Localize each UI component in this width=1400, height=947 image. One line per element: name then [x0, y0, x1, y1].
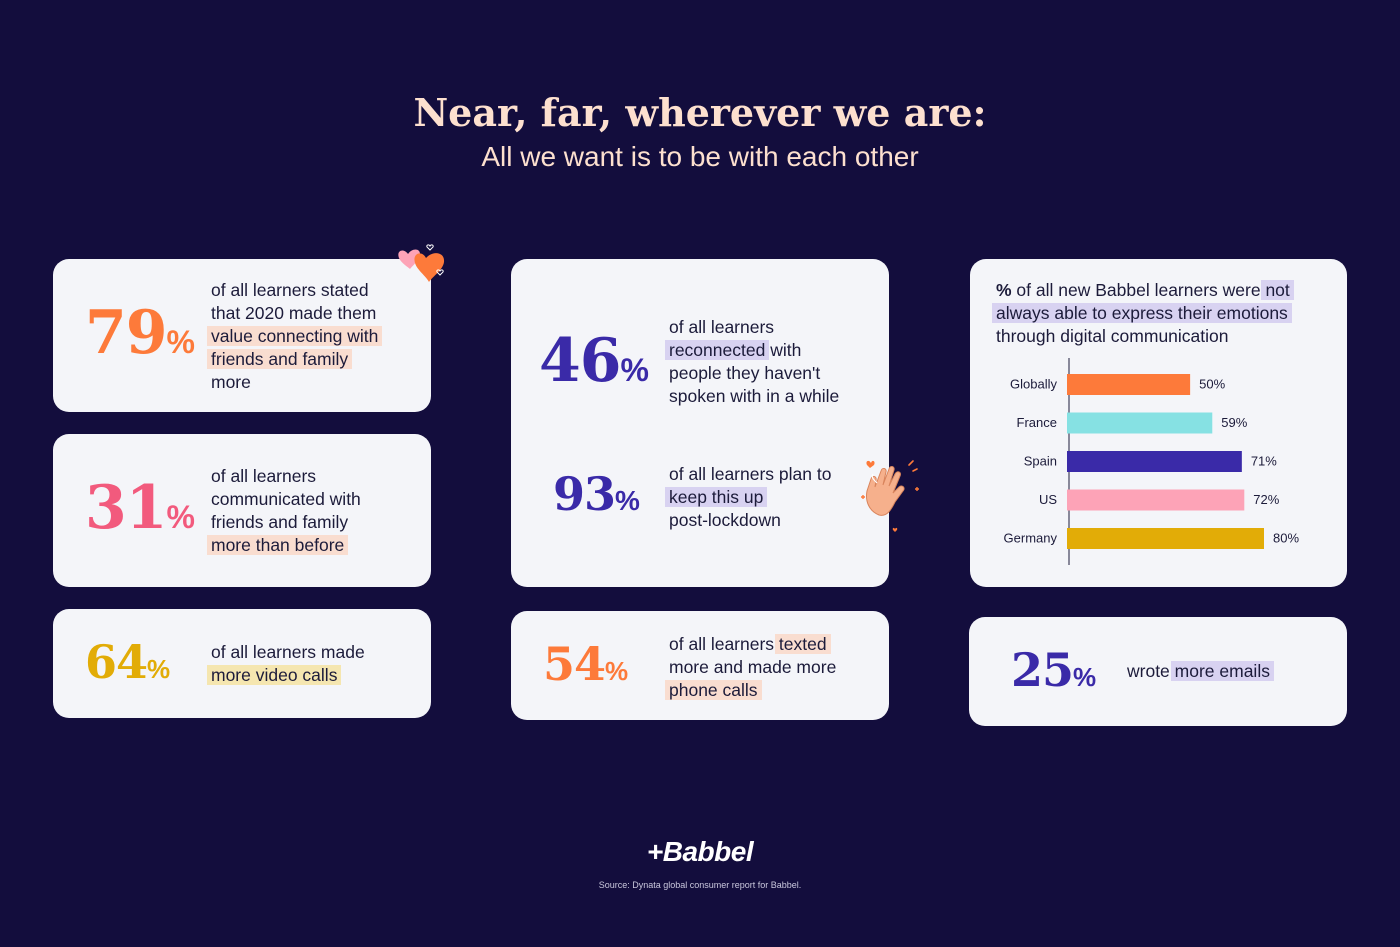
stat-number: 93 [553, 467, 616, 521]
stat-card-54: 54% of all learners texted more and made… [511, 611, 889, 720]
stat-number: 46 [539, 326, 621, 396]
chart-title-highlight: always able to express their emotions [992, 303, 1292, 323]
desc-text: of all learners [669, 634, 779, 654]
desc-highlight: more video calls [207, 665, 342, 685]
babbel-logo: +Babbel [646, 836, 754, 867]
value-label: 80% [1273, 531, 1299, 546]
page-title: Near, far, wherever we are: [413, 90, 987, 135]
desc-line: more [211, 372, 251, 392]
stat-number: 54 [543, 637, 606, 691]
value-label: 59% [1221, 415, 1247, 430]
category-label: Germany [1004, 531, 1058, 546]
desc-line: more and made more [669, 657, 837, 677]
bar-germany [1067, 528, 1264, 549]
stat-value: 31% [85, 478, 195, 538]
stat-card-25: 25% wrote more emails [969, 617, 1347, 726]
chart-card: % of all new Babbel learners were not al… [970, 259, 1347, 587]
hearts-icon [398, 244, 445, 282]
stat-percent: % [166, 499, 195, 535]
desc-highlight: more emails [1170, 661, 1274, 681]
value-label: 71% [1251, 454, 1277, 469]
value-label: 50% [1199, 377, 1225, 392]
stat-description: of all learners stated that 2020 made th… [207, 279, 421, 394]
desc-highlight: friends and family [207, 349, 353, 369]
category-label: Globally [1010, 377, 1057, 392]
source-note: Source: Dynata global consumer report fo… [598, 880, 802, 890]
stat-description: of all learners communicated with friend… [207, 465, 421, 557]
stat-percent: % [166, 324, 195, 360]
stat-value: 25% [1011, 647, 1096, 693]
stat-percent: % [605, 656, 629, 686]
stat-description: of all learners plan to keep this up pos… [665, 463, 884, 532]
chart-title: % of all new Babbel learners were not al… [992, 279, 1336, 348]
bar-us [1067, 489, 1245, 511]
stat-value: 64% [85, 639, 170, 685]
bar-france [1067, 412, 1213, 434]
stat-number: 31 [85, 473, 167, 543]
stat-description: wrote more emails [1127, 660, 1337, 683]
stat-value: 46% [539, 331, 649, 391]
bar-spain [1067, 451, 1242, 472]
desc-line: friends and family [211, 512, 349, 532]
desc-text: wrote [1127, 661, 1175, 681]
desc-line: of all learners stated [211, 280, 369, 300]
stat-card-64: 64% of all learners made more video call… [53, 609, 431, 718]
stat-value: 93% [553, 471, 640, 517]
desc-line: of all learners made [211, 642, 365, 662]
desc-highlight: reconnected [665, 340, 770, 360]
stat-description: of all learners made more video calls [207, 641, 421, 687]
stat-card-31: 31% of all learners communicated with fr… [53, 434, 431, 587]
stat-description: of all learners texted more and made mor… [665, 633, 884, 702]
chart-title-highlight: not [1261, 280, 1294, 300]
category-label: Spain [1024, 454, 1057, 469]
desc-line: of all learners [211, 466, 317, 486]
stat-value: 54% [543, 641, 628, 687]
stat-number: 64 [85, 635, 148, 689]
stat-percent: % [147, 654, 171, 684]
desc-line: communicated with [211, 489, 361, 509]
stat-card-46-93: 46% of all learners reconnected with peo… [511, 259, 889, 587]
desc-line: that 2020 made them [211, 303, 377, 323]
stat-percent: % [615, 485, 640, 516]
chart-title-bold: % [996, 280, 1012, 300]
chart-title-text: through digital communication [996, 326, 1229, 346]
chart-title-text: of all new Babbel learners were [1011, 280, 1266, 300]
stat-card-79: 79% of all learners stated that 2020 mad… [53, 259, 431, 412]
desc-highlight: texted [774, 634, 831, 654]
category-label: US [1039, 492, 1057, 507]
bar-chart: Globally 50% France 59% Spain 71% US 72% Germany… [1004, 358, 1299, 565]
desc-highlight: value connecting with [207, 326, 383, 346]
stat-percent: % [620, 352, 649, 388]
stat-description: of all learners reconnected with people … [665, 316, 884, 408]
page-subtitle: All we want is to be with each other [481, 141, 919, 172]
stat-number: 25 [1011, 643, 1074, 697]
bar-globally [1067, 374, 1191, 395]
desc-line: spoken with in a while [669, 386, 840, 406]
desc-text: with [765, 340, 802, 360]
desc-highlight: phone calls [665, 680, 762, 700]
value-label: 72% [1253, 492, 1279, 507]
stat-number: 79 [85, 298, 167, 368]
stat-percent: % [1073, 662, 1097, 692]
desc-line: of all learners plan to [669, 464, 832, 484]
desc-line: post-lockdown [669, 510, 781, 530]
desc-line: of all learners [669, 317, 775, 337]
desc-highlight: more than before [207, 535, 349, 555]
stat-value: 79% [85, 303, 195, 363]
category-label: France [1017, 415, 1057, 430]
desc-highlight: keep this up [665, 487, 768, 507]
waving-hand-icon [861, 460, 919, 532]
desc-line: people they haven't [669, 363, 821, 383]
